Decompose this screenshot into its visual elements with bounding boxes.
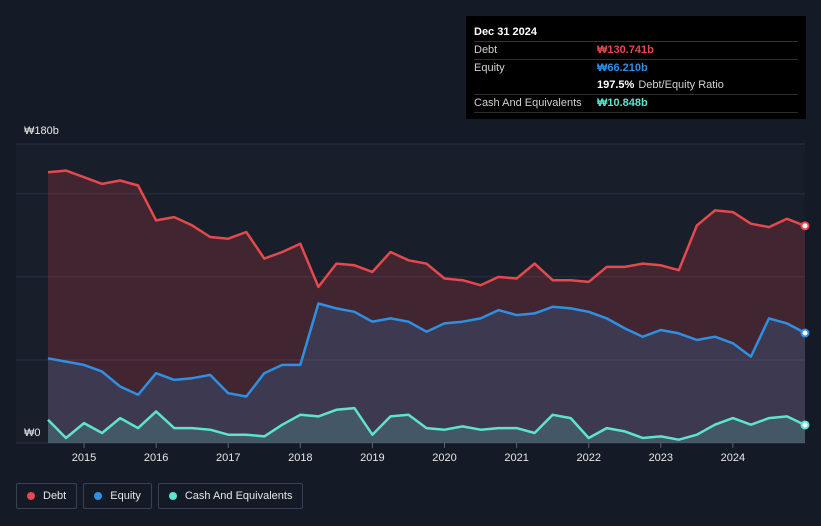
tooltip-debt-label: Debt	[474, 44, 498, 56]
tooltip-row-debt: Debt ₩130.741b	[474, 42, 798, 60]
tooltip-cash-value: ₩10.848b	[597, 97, 648, 109]
chart-legend: Debt Equity Cash And Equivalents	[16, 483, 304, 509]
y-axis-min-label: ₩0	[24, 427, 41, 439]
tooltip-date: Dec 31 2024	[474, 24, 798, 42]
cash-end-marker	[800, 420, 810, 430]
debt-line	[47, 169, 806, 289]
debt-dot-icon	[27, 492, 35, 500]
tooltip-ratio-value: 197.5%	[597, 79, 635, 91]
tooltip: Dec 31 2024 Debt ₩130.741b Equity ₩66.21…	[466, 16, 806, 119]
x-tick-label: 2024	[721, 452, 745, 464]
x-tick-label: 2018	[288, 452, 312, 464]
legend-equity-label: Equity	[110, 490, 141, 502]
tooltip-ratio-label	[474, 77, 597, 94]
tooltip-cash-label: Cash And Equivalents	[474, 97, 582, 109]
legend-item-equity[interactable]: Equity	[83, 483, 152, 509]
plot-area	[16, 143, 810, 444]
x-tick-label: 2021	[504, 452, 528, 464]
equity-end-marker	[800, 328, 810, 338]
y-axis-max-label: ₩180b	[24, 125, 59, 137]
x-tick-label: 2015	[72, 452, 96, 464]
tooltip-row-ratio: 197.5% Debt/Equity Ratio	[474, 77, 798, 95]
cash-line	[47, 406, 806, 441]
legend-item-cash[interactable]: Cash And Equivalents	[157, 483, 304, 509]
equity-dot-icon	[94, 492, 103, 500]
tooltip-ratio-text: Debt/Equity Ratio	[638, 79, 724, 91]
x-tick-label: 2020	[432, 452, 456, 464]
x-tick-label: 2023	[649, 452, 673, 464]
x-tick-label: 2022	[576, 452, 600, 464]
debt-end-marker	[800, 221, 810, 231]
cash-dot-icon	[168, 492, 177, 500]
cash-area	[48, 408, 805, 443]
debt-area	[48, 170, 805, 443]
tooltip-equity-value: ₩66.210b	[597, 62, 648, 74]
equity-line	[47, 302, 806, 398]
tooltip-debt-value: ₩130.741b	[597, 44, 654, 56]
x-tick-label: 2016	[144, 452, 168, 464]
tooltip-equity-label: Equity	[474, 62, 505, 74]
x-tick-label: 2019	[360, 452, 384, 464]
equity-area	[48, 303, 805, 443]
legend-debt-label: Debt	[43, 490, 67, 502]
tooltip-row-cash: Cash And Equivalents ₩10.848b	[474, 95, 798, 113]
legend-item-debt[interactable]: Debt	[16, 483, 78, 509]
tooltip-row-equity: Equity ₩66.210b	[474, 60, 798, 77]
x-tick-label: 2017	[216, 452, 240, 464]
legend-cash-label: Cash And Equivalents	[184, 490, 293, 502]
x-axis-ticks: 2015 2016 2017 2018 2019 2020 2021 2022 2023 2024	[72, 443, 745, 464]
